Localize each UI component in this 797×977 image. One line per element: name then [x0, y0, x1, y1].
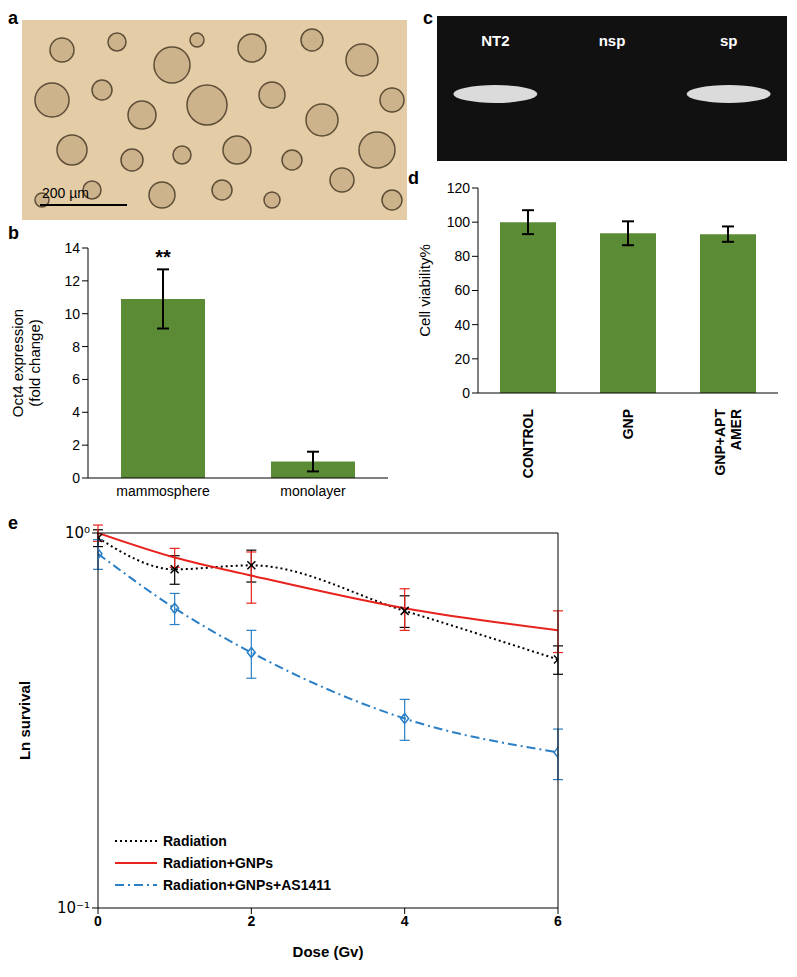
- svg-text:2: 2: [72, 437, 80, 453]
- svg-text:80: 80: [454, 248, 470, 264]
- html-text:b: b: [8, 223, 19, 243]
- svg-text:Ln survival: Ln survival: [16, 681, 33, 760]
- svg-text:NT2: NT2: [481, 32, 509, 49]
- html-text:d: d: [408, 168, 419, 188]
- svg-text:60: 60: [454, 282, 470, 298]
- svg-text:8: 8: [72, 339, 80, 355]
- svg-text:10: 10: [64, 306, 80, 322]
- svg-text:4: 4: [401, 913, 409, 929]
- svg-text:Dose (Gv): Dose (Gv): [293, 943, 364, 960]
- html-text:e: e: [8, 513, 18, 533]
- svg-text:4: 4: [72, 404, 80, 420]
- svg-text:GNP: GNP: [620, 409, 636, 439]
- svg-text:2: 2: [247, 913, 255, 929]
- svg-text:sp: sp: [720, 32, 738, 49]
- svg-text:100: 100: [447, 214, 471, 230]
- svg-text:14: 14: [64, 240, 80, 256]
- svg-text:200 µm: 200 µm: [42, 185, 89, 201]
- html-text:Radiation+GNPs+AS1411: Radiation+GNPs+AS1411: [163, 877, 332, 893]
- svg-text:0: 0: [462, 385, 470, 401]
- html-text:Radiation: Radiation: [163, 833, 227, 849]
- svg-text:nsp: nsp: [599, 32, 626, 49]
- svg-text:monolayer: monolayer: [280, 483, 346, 499]
- svg-text:GNP+APTAMER: GNP+APTAMER: [712, 409, 743, 476]
- svg-text:**: **: [155, 246, 171, 268]
- svg-text:12: 12: [64, 273, 80, 289]
- svg-text:10⁻¹: 10⁻¹: [57, 899, 90, 917]
- html-text:c: c: [423, 8, 433, 28]
- svg-text:(fold change): (fold change): [26, 319, 43, 407]
- svg-text:0: 0: [72, 470, 80, 486]
- svg-text:40: 40: [454, 317, 470, 333]
- svg-text:CONTROL: CONTROL: [520, 409, 536, 479]
- svg-text:0: 0: [94, 913, 102, 929]
- svg-text:mammosphere: mammosphere: [116, 483, 210, 499]
- svg-text:120: 120: [447, 180, 471, 196]
- svg-text:Oct4 expression: Oct4 expression: [9, 309, 26, 417]
- html-text:Radiation+GNPs: Radiation+GNPs: [163, 855, 274, 871]
- svg-text:6: 6: [72, 371, 80, 387]
- svg-text:Cell viability%: Cell viability%: [416, 244, 433, 337]
- html-text:a: a: [8, 8, 18, 28]
- svg-text:10⁰: 10⁰: [65, 524, 90, 542]
- svg-text:6: 6: [554, 913, 562, 929]
- svg-text:20: 20: [454, 351, 470, 367]
